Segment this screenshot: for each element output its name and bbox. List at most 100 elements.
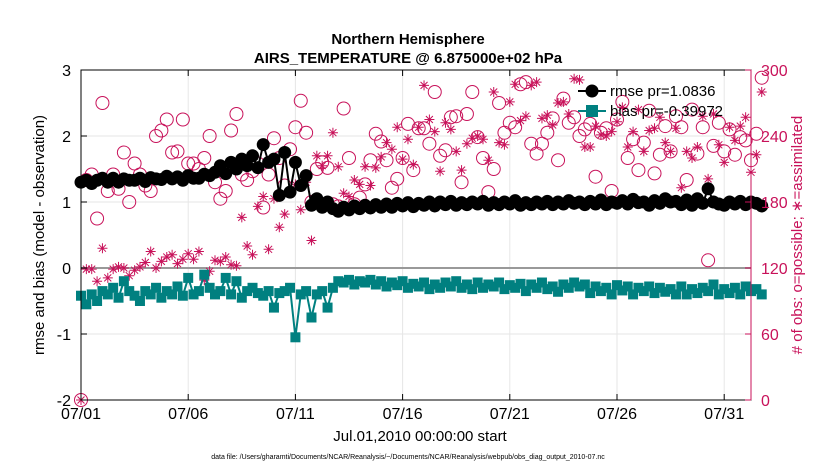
assimilated-obs-point xyxy=(140,257,151,268)
assimilated-obs-point xyxy=(697,111,708,122)
assimilated-obs-point xyxy=(713,139,724,150)
assimilated-obs-point xyxy=(612,116,622,127)
possible-obs-point xyxy=(175,112,190,127)
possible-obs-point xyxy=(266,131,281,146)
possible-obs-point xyxy=(551,153,566,168)
bias-point xyxy=(408,278,419,289)
bias-point xyxy=(520,286,531,297)
bias-point xyxy=(193,286,204,297)
bias-point xyxy=(553,286,564,297)
possible-obs-point xyxy=(170,144,185,159)
possible-obs-point xyxy=(663,144,678,159)
bias-point xyxy=(670,289,681,300)
possible-obs-point xyxy=(202,129,217,143)
possible-obs-point xyxy=(384,180,399,195)
bias-point xyxy=(724,288,735,299)
bias-point xyxy=(440,277,451,288)
y-right-tick-label: 300 xyxy=(761,63,788,80)
assimilated-obs-point xyxy=(595,129,606,140)
possible-obs-point xyxy=(711,115,726,130)
bias-point xyxy=(687,284,698,295)
assimilated-obs-point xyxy=(628,126,639,137)
possible-obs-point xyxy=(459,107,474,121)
assimilated-obs-point xyxy=(504,96,515,107)
assimilated-obs-point xyxy=(724,122,735,133)
possible-obs-point xyxy=(658,119,673,134)
assimilated-obs-point xyxy=(638,146,649,157)
assimilated-obs-point xyxy=(670,123,681,134)
assimilated-obs-point xyxy=(419,80,430,91)
y-left-tick-label: 1 xyxy=(62,195,71,212)
assimilated-obs-point xyxy=(376,151,387,162)
possible-obs-point xyxy=(149,129,164,143)
assimilated-obs-point xyxy=(633,104,644,115)
bias-point xyxy=(402,282,413,293)
assimilated-obs-point xyxy=(654,112,665,123)
assimilated-obs-point xyxy=(151,263,162,273)
bias-point xyxy=(488,281,499,292)
bias-point xyxy=(419,277,430,288)
assimilated-obs-point xyxy=(311,150,322,161)
bias-point xyxy=(252,288,263,299)
bias-point xyxy=(649,288,660,299)
assimilated-obs-point xyxy=(494,137,505,148)
possible-obs-point xyxy=(642,103,657,118)
assimilated-obs-point xyxy=(574,74,585,85)
assimilated-obs-point xyxy=(451,146,462,157)
bias-point xyxy=(311,289,322,300)
possible-obs-point xyxy=(679,173,694,187)
possible-obs-point xyxy=(427,85,442,99)
bias-point xyxy=(579,279,590,290)
possible-obs-point xyxy=(476,151,490,165)
bias-point xyxy=(633,282,644,293)
bias-point xyxy=(451,276,462,287)
bias-point xyxy=(322,302,333,313)
bias-point xyxy=(188,289,199,300)
assimilated-obs-point xyxy=(92,276,103,287)
bias-point xyxy=(268,302,279,313)
assimilated-obs-point xyxy=(226,259,237,270)
rmse-point xyxy=(696,196,710,210)
bias-point xyxy=(247,282,258,293)
assimilated-obs-point xyxy=(188,254,199,265)
assimilated-obs-point xyxy=(536,113,547,124)
possible-obs-point xyxy=(449,109,464,124)
assimilated-obs-point xyxy=(681,146,692,157)
assimilated-obs-point xyxy=(258,191,269,202)
bias-point xyxy=(612,280,622,291)
assimilated-obs-point xyxy=(247,249,258,260)
assimilated-obs-point xyxy=(751,149,762,160)
bias-point xyxy=(242,286,253,297)
possible-obs-point xyxy=(320,160,335,175)
x-tick-label: 07/26 xyxy=(597,406,637,423)
assimilated-obs-point xyxy=(547,120,558,130)
chart-subtitle: AIRS_TEMPERATURE @ 6.875000e+02 hPa xyxy=(254,50,563,67)
rmse-point xyxy=(272,188,286,202)
bias-point xyxy=(461,279,472,290)
bias-point xyxy=(585,288,596,299)
possible-obs-point xyxy=(422,136,437,151)
possible-obs-point xyxy=(454,175,469,190)
bias-point xyxy=(285,282,296,293)
bias-point xyxy=(713,289,724,300)
bias-point xyxy=(295,289,306,300)
possible-obs-point xyxy=(631,163,646,178)
assimilated-obs-point xyxy=(349,175,360,185)
possible-obs-point xyxy=(685,102,700,117)
assimilated-obs-point xyxy=(263,244,274,255)
bias-point xyxy=(333,276,344,287)
assimilated-obs-point xyxy=(134,261,145,272)
possible-obs-point xyxy=(652,147,667,162)
bias-point xyxy=(167,289,178,300)
bias-point xyxy=(81,299,92,310)
assimilated-obs-point xyxy=(478,134,488,145)
bias-point xyxy=(729,282,740,293)
bias-point xyxy=(86,289,97,300)
assimilated-obs-point xyxy=(542,110,553,121)
assimilated-obs-point xyxy=(402,134,413,145)
bias-point xyxy=(204,282,215,293)
bias-point xyxy=(681,289,692,300)
legend-bias-label: bias pr=-0.39972 xyxy=(610,103,723,120)
x-tick-label: 07/01 xyxy=(61,406,101,423)
bias-point xyxy=(161,286,172,297)
